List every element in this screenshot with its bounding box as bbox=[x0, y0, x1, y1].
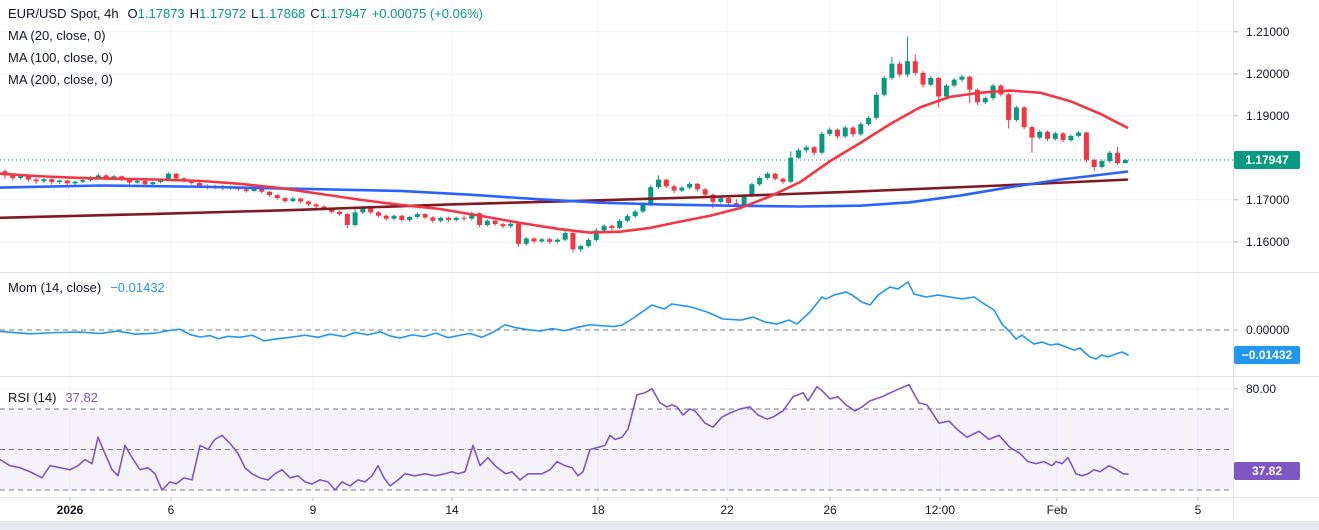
rsi-axis-label: 80.00 bbox=[1246, 381, 1277, 396]
ohlc-close-label: C bbox=[310, 6, 320, 21]
ma200-label: MA (200, close, 0) bbox=[8, 72, 113, 87]
ma100-line bbox=[0, 170, 1129, 208]
ma20-line bbox=[0, 89, 1129, 234]
ohlc-low-value: 1.17868 bbox=[258, 6, 306, 21]
time-axis-label: 18 bbox=[591, 503, 605, 517]
mom-legend-row[interactable]: Mom (14, close) −0.01432 bbox=[8, 280, 165, 296]
change-value: +0.00075 (+0.06%) bbox=[371, 6, 483, 21]
main-mom-separator[interactable] bbox=[0, 272, 1319, 273]
ohlc-open-label: O bbox=[127, 6, 138, 21]
time-axis-label: 22 bbox=[720, 503, 734, 517]
price-axis-label: 1.16000 bbox=[1246, 234, 1290, 249]
ma20-label: MA (20, close, 0) bbox=[8, 28, 106, 43]
rsi-line bbox=[0, 383, 1129, 491]
time-axis-label: 5 bbox=[1194, 503, 1202, 517]
time-axis-label: 14 bbox=[445, 503, 459, 517]
symbol-title: EUR/USD Spot, 4h bbox=[8, 6, 119, 21]
time-axis-separator bbox=[0, 497, 1319, 498]
time-axis-label: 6 bbox=[167, 503, 175, 517]
ohlc-close-value: 1.17947 bbox=[319, 6, 367, 21]
ohlc-open-value: 1.17873 bbox=[137, 6, 185, 21]
rsi-legend-row[interactable]: RSI (14) 37.82 bbox=[8, 390, 98, 406]
ma20-legend-row[interactable]: MA (20, close, 0) bbox=[8, 28, 106, 44]
mom-label: Mom (14, close) bbox=[8, 280, 102, 295]
ma100-label: MA (100, close, 0) bbox=[8, 50, 113, 65]
last-price-badge: 1.17947 bbox=[1234, 151, 1300, 169]
rsi-label: RSI (14) bbox=[8, 390, 57, 405]
main-legend-row[interactable]: EUR/USD Spot, 4h O1.17873 H1.17972 L1.17868… bbox=[8, 6, 483, 22]
price-axis-label: 1.19000 bbox=[1246, 108, 1290, 123]
time-axis-label: 26 bbox=[823, 503, 837, 517]
mom-rsi-separator[interactable] bbox=[0, 376, 1319, 377]
mom-value-badge: −0.01432 bbox=[1234, 346, 1300, 364]
mom-axis-label: 0.00000 bbox=[1246, 323, 1290, 337]
rsi-value: 37.82 bbox=[65, 390, 98, 405]
rsi-value-badge: 37.82 bbox=[1234, 462, 1300, 481]
ma200-legend-row[interactable]: MA (200, close, 0) bbox=[8, 72, 113, 88]
time-axis-label: 9 bbox=[309, 503, 317, 517]
ohlc-low-label: L bbox=[251, 6, 259, 21]
price-axis-label: 1.17000 bbox=[1246, 192, 1290, 207]
price-axis-label: 1.20000 bbox=[1246, 66, 1290, 81]
candles bbox=[2, 36, 1128, 253]
ohlc-high-value: 1.17972 bbox=[199, 6, 247, 21]
time-axis-label: 12:00 bbox=[924, 503, 956, 517]
ma100-legend-row[interactable]: MA (100, close, 0) bbox=[8, 50, 113, 66]
ohlc-high-label: H bbox=[189, 6, 200, 21]
bottom-strip bbox=[0, 521, 1319, 530]
price-axis-label: 1.21000 bbox=[1246, 24, 1290, 39]
time-axis-label: Feb bbox=[1046, 503, 1068, 517]
price-axis-separator bbox=[1233, 0, 1234, 520]
mom-line bbox=[0, 281, 1129, 360]
time-axis-label: 2026 bbox=[56, 503, 84, 517]
mom-value: −0.01432 bbox=[110, 280, 165, 295]
